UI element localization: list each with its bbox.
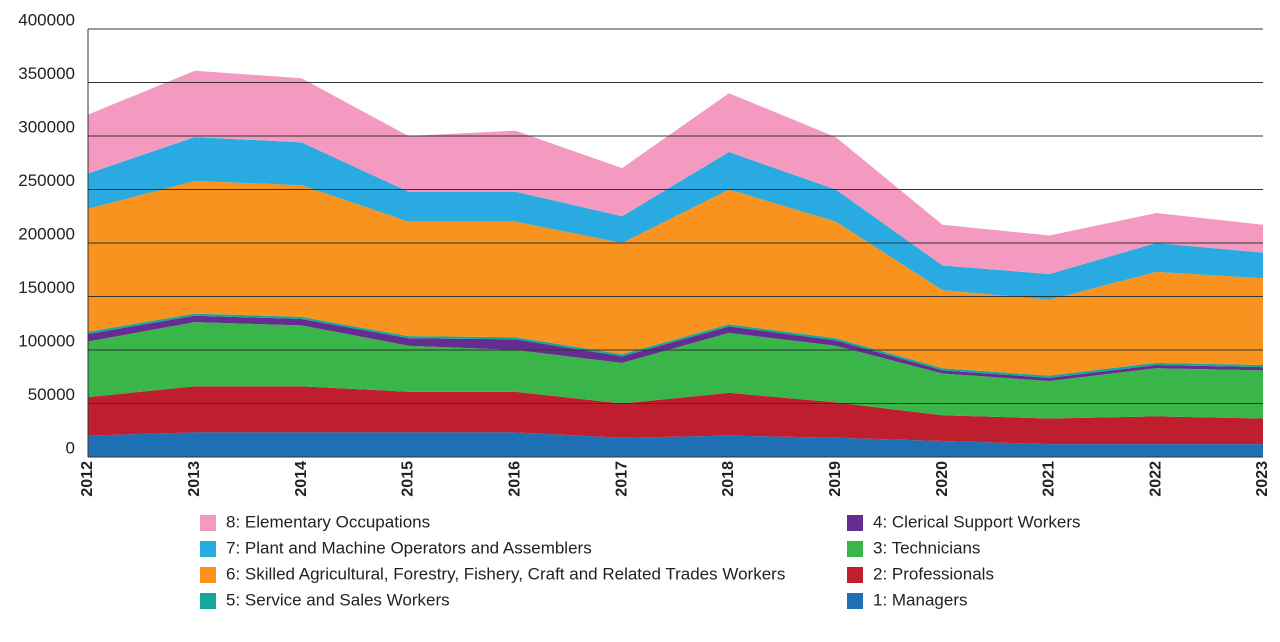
legend-label: 1: Managers	[873, 590, 968, 609]
x-tick-label: 2018	[720, 461, 737, 497]
area	[88, 322, 1263, 419]
y-tick-label: 300000	[18, 117, 75, 136]
legend-label: 5: Service and Sales Workers	[226, 590, 450, 609]
x-tick-label: 2014	[293, 461, 310, 497]
y-tick-label: 50000	[28, 385, 75, 404]
y-tick-label: 250000	[18, 171, 75, 190]
y-tick-label: 100000	[18, 331, 75, 350]
y-tick-label: 400000	[18, 10, 75, 29]
legend-swatch	[200, 567, 216, 583]
x-tick-label: 2013	[186, 461, 203, 497]
x-tick-label: 2021	[1041, 461, 1058, 497]
x-tick-label: 2019	[827, 461, 844, 497]
y-tick-label: 150000	[18, 278, 75, 297]
area	[88, 315, 1263, 382]
legend-swatch	[200, 515, 216, 531]
legend-swatch	[847, 593, 863, 609]
x-tick-label: 2022	[1147, 461, 1164, 497]
y-tick-label: 0	[66, 438, 75, 457]
legend-label: 7: Plant and Machine Operators and Assem…	[226, 538, 592, 557]
legend-swatch	[200, 593, 216, 609]
x-tick-label: 2016	[506, 461, 523, 497]
x-tick-label: 2015	[400, 461, 417, 497]
legend-label: 6: Skilled Agricultural, Forestry, Fishe…	[226, 564, 785, 583]
legend-swatch	[200, 541, 216, 557]
x-tick-label: 2020	[934, 461, 951, 497]
area	[88, 386, 1263, 445]
x-tick-label: 2012	[79, 461, 96, 497]
legend-swatch	[847, 567, 863, 583]
legend-swatch	[847, 515, 863, 531]
area	[88, 180, 1263, 376]
y-tick-label: 350000	[18, 64, 75, 83]
legend-swatch	[847, 541, 863, 557]
legend-label: 2: Professionals	[873, 564, 994, 583]
x-tick-label: 2023	[1254, 461, 1271, 497]
y-tick-label: 200000	[18, 224, 75, 243]
area	[88, 137, 1263, 300]
legend-label: 4: Clerical Support Workers	[873, 512, 1081, 531]
x-tick-label: 2017	[613, 461, 630, 497]
area	[88, 70, 1263, 275]
area	[88, 432, 1263, 457]
legend-label: 8: Elementary Occupations	[226, 512, 430, 531]
legend-label: 3: Technicians	[873, 538, 980, 557]
